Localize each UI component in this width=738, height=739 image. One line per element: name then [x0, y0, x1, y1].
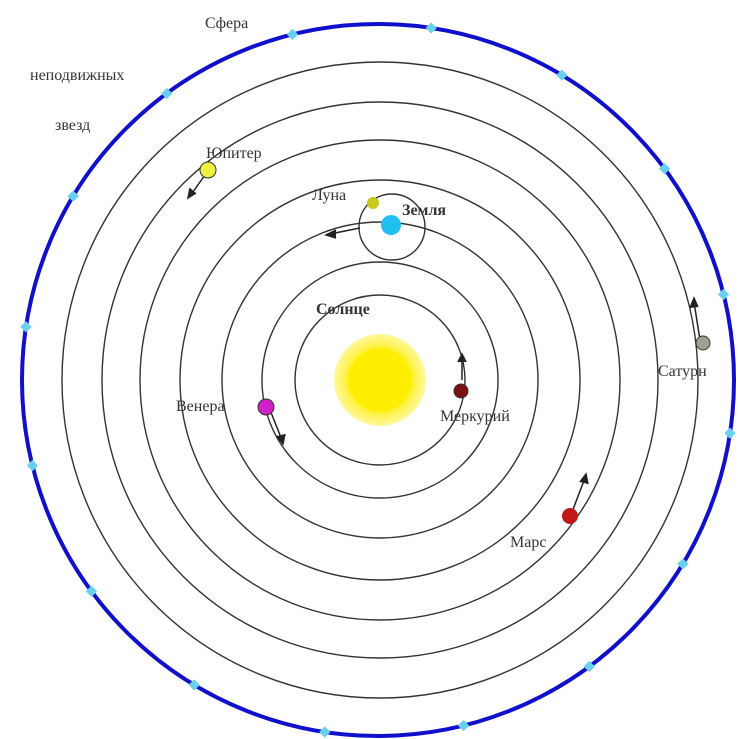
star: [658, 163, 671, 175]
arrow: [457, 352, 467, 380]
moon-orbit: [358, 193, 426, 261]
orbit: [101, 101, 659, 659]
star: [20, 321, 32, 333]
star: [188, 679, 200, 691]
earth: [381, 215, 401, 235]
star: [677, 558, 689, 570]
jupiter-label: Юпитер: [206, 145, 262, 162]
moon: [367, 197, 379, 209]
orbit: [294, 294, 466, 466]
orbits: [20, 22, 736, 738]
moon-label: Луна: [312, 187, 346, 204]
orbit: [61, 61, 699, 699]
star: [425, 22, 437, 34]
star: [26, 459, 39, 472]
orbit: [179, 179, 581, 581]
saturn-label: Сатурн: [658, 363, 707, 380]
mercury-label: Меркурий: [440, 408, 510, 425]
star: [583, 660, 595, 673]
mars-label: Марс: [510, 534, 546, 551]
sphere-label: Сфера: [205, 15, 248, 32]
arrow: [186, 174, 206, 200]
mars: [562, 508, 578, 524]
orbit: [139, 139, 621, 621]
venus: [257, 398, 275, 416]
sun: [334, 334, 426, 426]
sphere-of-stars: [20, 22, 736, 738]
stars: [20, 22, 736, 738]
orbit: [221, 221, 539, 539]
star: [319, 726, 331, 738]
arrow: [269, 409, 286, 446]
star: [286, 28, 299, 41]
sphere-label: неподвижных: [30, 67, 124, 84]
planets: [199, 161, 711, 524]
venus-label: Венера: [176, 398, 225, 415]
mercury: [453, 383, 469, 399]
sun-disc: [348, 348, 412, 412]
earth-label: Земля: [402, 202, 446, 219]
arrow: [571, 472, 589, 513]
arrow: [323, 227, 361, 239]
orbit: [261, 261, 499, 499]
star: [457, 719, 470, 732]
labels: Сфера неподвижных звезд Солнце Меркурий …: [30, 15, 707, 551]
arrows: [186, 174, 701, 513]
star: [724, 427, 736, 439]
sun-label: Солнце: [316, 301, 370, 318]
arrow: [689, 296, 701, 341]
jupiter: [199, 161, 217, 179]
star: [717, 288, 730, 301]
sphere-label: звезд: [55, 117, 90, 134]
saturn: [695, 335, 711, 351]
